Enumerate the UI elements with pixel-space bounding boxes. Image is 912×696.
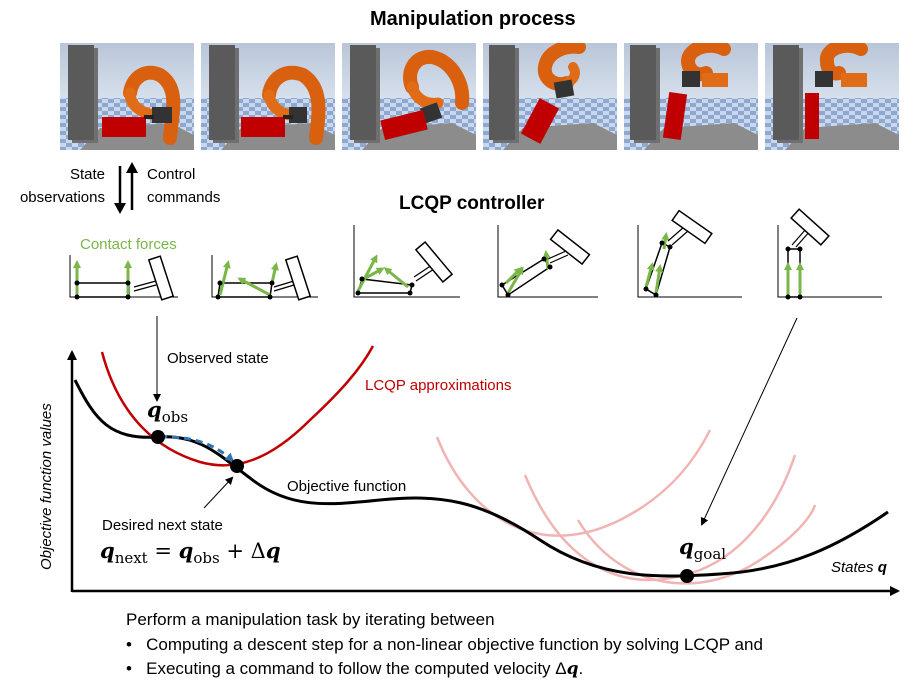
x-axis-label: States q [831,559,887,576]
contact-forces-label: Contact forces [80,236,177,253]
summary-list: • Computing a descent step for a non-lin… [126,633,763,681]
x-axis-label-var: q [877,559,887,576]
controller-title: LCQP controller [399,193,545,214]
controller-panel-4 [497,225,598,298]
controller-panel-5 [637,209,742,298]
objective-plot [67,316,900,596]
frame-1 [60,43,194,150]
controller-panel-1 [69,255,178,301]
frame-3 [342,43,476,150]
lcqp-approx-faded-2 [523,454,797,582]
frame-2 [201,43,335,150]
lcqp-approx-faded-3 [576,504,817,585]
x-axis-label-text: States [831,559,878,576]
q-next-point [230,459,244,473]
state-label-line1: State [69,166,105,183]
q-next-equation: qnext = qobs + Δq [100,538,281,568]
frame-4 [483,43,617,150]
controller-panel-3 [353,225,460,298]
desired-next-label: Desired next state [102,517,223,534]
q-obs-label: qobs [147,397,189,427]
controller-diagrams [69,208,882,301]
control-label-line1: Control [147,166,196,183]
frame-5 [624,43,758,150]
q-obs-point [151,430,165,444]
lcqp-approx-faded-1 [435,429,712,537]
frame-6 [765,43,899,150]
page-title: Manipulation process [370,8,576,30]
objective-function-label: Objective function [287,478,407,495]
loop-arrows [114,162,138,214]
q-goal-point [680,569,694,583]
controller-panel-2 [211,255,318,301]
controller-panel-6 [777,208,882,300]
observed-state-label: Observed state [167,350,269,367]
goal-arrow [700,317,798,526]
control-label-line2: commands [147,189,221,206]
summary-bullet-2: • Executing a command to follow the comp… [126,659,584,679]
lcqp-approx-label: LCQP approximations [365,377,512,394]
desired-next-arrow [203,476,234,509]
q-goal-label: qgoal [679,534,727,564]
summary-bullet-1: • Computing a descent step for a non-lin… [126,635,763,654]
state-label-line2: observations [19,189,105,206]
summary-intro: Perform a manipulation task by iterating… [126,610,495,629]
y-axis-label: Objective function values [38,403,55,570]
